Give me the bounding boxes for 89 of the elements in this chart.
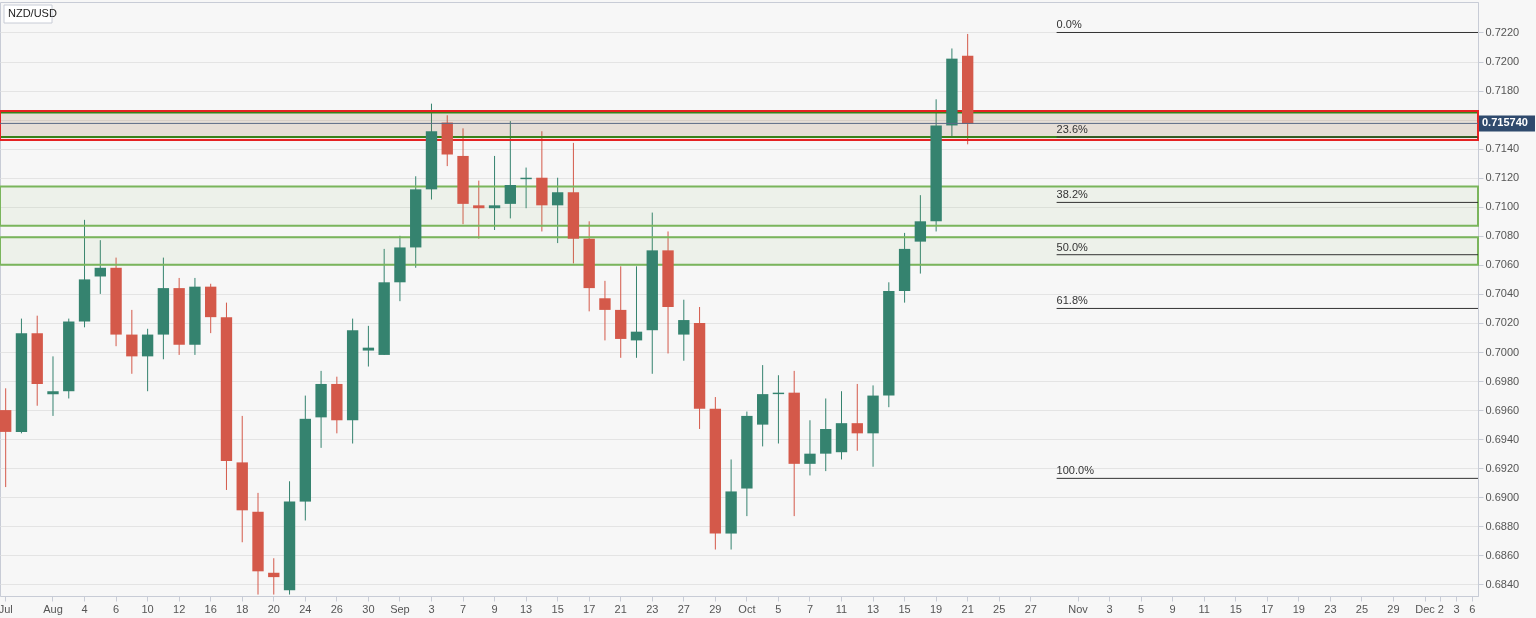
y-tick-label: 0.7100: [1485, 200, 1520, 213]
x-tick-label: 27: [677, 602, 690, 615]
y-tick-label: 0.6840: [1485, 577, 1520, 590]
x-tick-label: 3: [1106, 602, 1113, 615]
x-tick-label: 23: [1324, 602, 1337, 615]
y-tick-label: 0.6880: [1485, 519, 1520, 532]
y-tick-label: 0.7180: [1485, 84, 1520, 97]
candlestick: [504, 120, 517, 219]
x-tick-label: 29: [709, 602, 722, 615]
x-tick-label: 18: [236, 602, 249, 615]
x-tick-label: Nov: [1068, 602, 1089, 615]
y-tick-label: 0.6920: [1485, 461, 1520, 474]
candlestick: [362, 325, 375, 368]
candlestick: [268, 557, 280, 596]
x-tick-label: 27: [1024, 602, 1037, 615]
candlestick: [0, 387, 12, 488]
x-tick-label: 30: [362, 602, 375, 615]
x-tick-label: 13: [519, 602, 533, 615]
annotation: 0.0%: [1056, 18, 1082, 31]
candlestick: [141, 328, 154, 392]
x-tick-label: 25: [1355, 602, 1369, 615]
x-tick-label: 4: [81, 602, 88, 615]
y-tick-label: 0.7140: [1485, 142, 1520, 155]
y-tick-label: 0.6960: [1485, 403, 1520, 416]
x-tick-label: 2: [1437, 602, 1444, 615]
candlestick: [488, 155, 501, 231]
candlestick: [804, 419, 816, 476]
candlestick: [599, 280, 611, 341]
candlestick: [914, 194, 927, 275]
y-tick-label: 0.6900: [1485, 490, 1520, 503]
x-tick-label: 21: [614, 602, 627, 615]
y-tick-label: 0.7000: [1485, 345, 1520, 358]
y-tick-label: 0.7040: [1485, 287, 1520, 300]
x-tick-label: 7: [459, 602, 467, 615]
y-tick-label: 0.7020: [1485, 316, 1520, 329]
y-tick-label: 0.7200: [1485, 55, 1520, 68]
x-tick-label: Aug: [43, 602, 63, 615]
candlestick: [851, 383, 863, 452]
y-tick-label: 0.7060: [1485, 258, 1520, 271]
candlestick: [47, 355, 59, 417]
x-tick-label: 6: [1469, 602, 1476, 615]
x-tick-label: 5: [775, 602, 782, 615]
x-tick-label: 9: [1169, 602, 1176, 615]
x-tick-label: 6: [113, 602, 120, 615]
candlestick: [551, 177, 564, 244]
y-tick-label: 0.7080: [1485, 229, 1520, 242]
ref-line-label: 0.715740: [1482, 116, 1528, 129]
x-tick-label: 12: [173, 602, 186, 615]
annotation: 50.0%: [1056, 240, 1089, 253]
x-tick-label: 19: [1292, 602, 1305, 615]
x-tick-label: Oct: [738, 602, 756, 615]
chart-title: NZD/USD: [8, 7, 57, 19]
x-tick-label: 26: [330, 602, 343, 615]
x-tick-label: 5: [1138, 602, 1145, 615]
x-tick-label: 15: [551, 602, 564, 615]
x-tick-label: 7: [806, 602, 814, 615]
x-tick-label: 11: [1198, 602, 1210, 615]
x-tick-label: 19: [930, 602, 943, 615]
x-tick-label: 13: [866, 602, 880, 615]
y-tick-label: 0.7120: [1485, 171, 1520, 184]
x-tick-label: 15: [1229, 602, 1242, 615]
x-tick-label: Dec: [1415, 602, 1436, 615]
x-tick-label: 17: [1261, 602, 1274, 615]
x-tick-label: 15: [898, 602, 911, 615]
annotation: 38.2%: [1056, 188, 1089, 201]
candlestick: [473, 180, 485, 240]
x-tick-label: 17: [583, 602, 596, 615]
x-tick-label: 23: [646, 602, 659, 615]
candlestick: [126, 309, 138, 375]
annotation: 100.0%: [1056, 464, 1095, 477]
y-tick-label: 0.7220: [1485, 26, 1520, 38]
x-tick-label: 25: [993, 602, 1006, 615]
x-tick-label: Sep: [390, 602, 410, 615]
x-tick-label: 3: [1453, 602, 1460, 615]
x-tick-label: 16: [204, 602, 217, 615]
candlestick: [678, 299, 690, 362]
x-tick-label: 24: [299, 602, 312, 615]
x-tick-label: 20: [267, 602, 280, 615]
y-tick-label: 0.6860: [1485, 548, 1520, 561]
x-tick-label: 21: [961, 602, 974, 615]
annotation: 61.8%: [1056, 294, 1089, 307]
x-tick-label: 10: [141, 602, 154, 615]
x-tick-label: 9: [491, 602, 498, 615]
annotation: 23.6%: [1056, 123, 1089, 136]
x-tick-label: 29: [1387, 602, 1400, 615]
y-tick-label: 0.6940: [1485, 432, 1520, 445]
x-tick-label: 11: [835, 602, 848, 615]
y-tick-label: 0.6980: [1485, 374, 1520, 387]
x-tick-label: 3: [428, 602, 435, 615]
